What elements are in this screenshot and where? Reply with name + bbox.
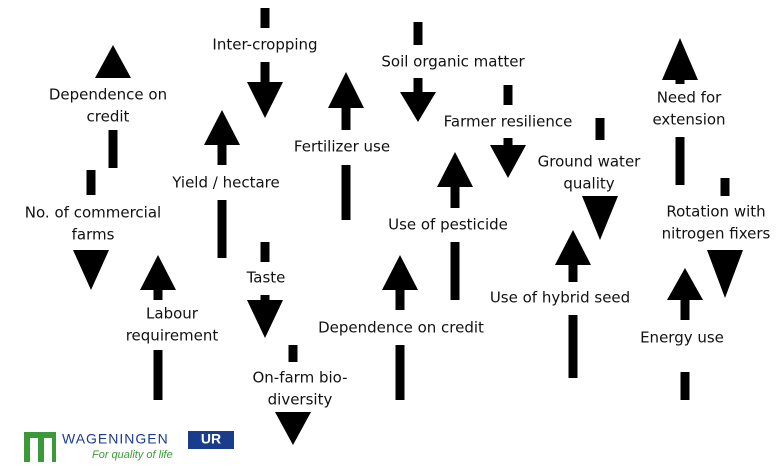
node-label: Dependence on credit [318,319,484,337]
node-label: Use of hybrid seed [490,289,630,307]
arrow-head [95,45,131,78]
node-label: quality [563,175,614,193]
node-label: credit [87,108,130,126]
arrow-shaft [675,137,685,185]
arrow-head [73,250,109,290]
arrow-shaft [341,165,351,220]
node-label: Inter-cropping [212,36,317,54]
arrow-shaft [680,372,690,400]
node-label: Yield / hectare [171,174,279,192]
arrow-shaft [413,22,423,45]
node-label: Fertilizer use [294,138,390,156]
arrow-shaft [450,187,460,208]
arrow-head [204,110,240,145]
arrow-shaft [413,78,423,92]
arrow-shaft [680,300,690,320]
arrow-head [275,412,311,445]
arrow-shaft [260,295,270,300]
arrow-shaft [595,118,605,140]
node-label: Farmer resilience [444,113,573,131]
arrow-shaft [260,62,270,82]
arrow-shaft [260,8,270,28]
logo-mark [44,438,52,462]
node-label: No. of commercial [25,204,161,222]
arrow-shaft [260,242,270,262]
node-label: Use of pesticide [388,216,508,234]
node-label: Energy use [640,329,724,347]
arrow-shaft [153,290,163,300]
arrow-shaft [108,130,118,168]
arrow-shaft [675,80,685,84]
arrow-shaft [341,108,351,130]
arrow-shaft [217,145,227,165]
arrow-head [555,230,591,265]
arrow-shaft [288,345,298,362]
node-label: Dependence on [49,86,167,104]
arrow-head [247,300,283,338]
node-label: farms [72,226,115,244]
arrow-head [490,145,526,178]
arrow-shaft [217,200,227,258]
arrow-head [400,92,436,122]
logo-name: WAGENINGEN [62,431,169,447]
node-label: diversity [268,391,333,409]
logo-box [188,431,234,449]
node-label: On-farm bio- [252,369,347,387]
arrow-shaft [720,178,730,196]
node-label: requirement [126,327,219,345]
node-label: Soil organic matter [381,53,525,71]
arrow-shaft [503,85,513,105]
node-label: Taste [246,269,286,287]
node-label: Ground water [538,153,642,171]
arrow-head [662,38,698,80]
logo-tagline: For quality of life [92,449,173,461]
arrow-head [437,152,473,187]
arrow-shaft [395,345,405,400]
arrow-head [582,196,618,240]
arrow-shaft [86,170,96,195]
arrow-shaft [395,290,405,310]
arrow-head [247,82,283,118]
arrow-shaft [568,315,578,378]
node-label: nitrogen fixers [662,225,771,243]
arrow-shaft [153,350,163,400]
logo-suffix: UR [201,431,221,447]
arrow-head [707,250,743,298]
arrow-shaft [450,242,460,300]
arrow-head [328,72,364,108]
node-label: extension [652,111,725,129]
logo-mark [30,438,38,462]
arrow-head [382,255,418,290]
node-label: Need for [657,89,722,107]
arrow-head [667,268,703,300]
node-label: Rotation with [666,203,765,221]
node-label: Labour [146,305,199,323]
arrow-shaft [503,138,513,145]
arrow-shaft [568,265,578,282]
logo: WAGENINGEN UR For quality of life [24,431,234,462]
arrow-head [140,255,176,290]
